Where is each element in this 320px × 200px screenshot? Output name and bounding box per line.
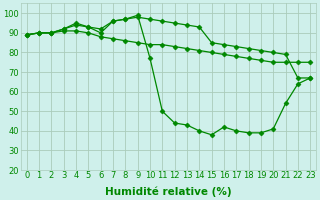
X-axis label: Humidité relative (%): Humidité relative (%) xyxy=(105,186,232,197)
